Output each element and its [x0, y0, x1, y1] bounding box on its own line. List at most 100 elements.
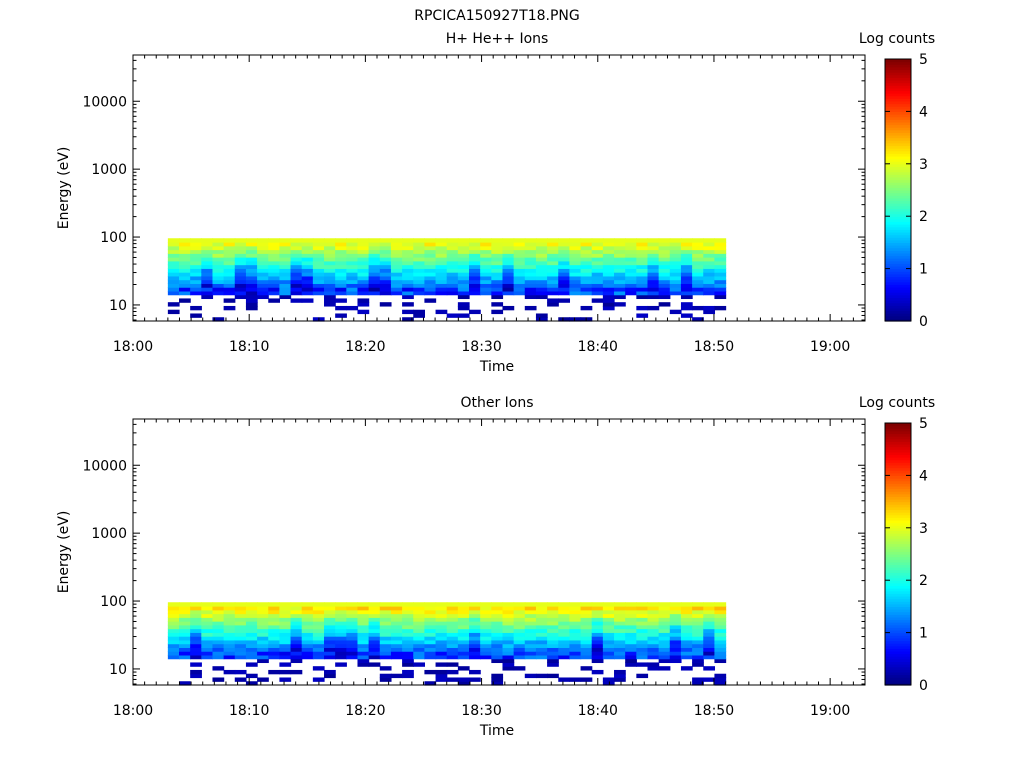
spectrogram-cell [346, 602, 359, 607]
spectrogram-cell [535, 651, 548, 656]
colorbar-segment [885, 538, 911, 542]
spectrogram-cell [569, 602, 582, 607]
spectrogram-cell [257, 617, 269, 622]
spectrogram-cell [201, 654, 214, 660]
colorbar-segment [885, 208, 911, 212]
spectrogram-cell [368, 628, 381, 633]
spectrogram-cell [647, 242, 660, 247]
spectrogram-cell [357, 275, 370, 281]
colorbar-segment [885, 582, 911, 587]
spectrogram-cell [680, 287, 693, 292]
spectrogram-cell [390, 245, 403, 251]
spectrogram-cell [457, 287, 470, 292]
spectrogram-cell [636, 624, 649, 630]
spectrogram-cell [245, 245, 258, 251]
spectrogram-cell [591, 253, 604, 258]
spectrogram-cell [379, 253, 392, 258]
spectrogram-cell [346, 624, 359, 630]
spectrogram-cell [167, 253, 180, 258]
spectrogram-cell [602, 242, 615, 247]
spectrogram-cell [424, 272, 437, 277]
spectrogram-cell [413, 309, 425, 315]
spectrogram-cell [424, 253, 437, 258]
spectrogram-cell [301, 636, 314, 641]
spectrogram-cell [335, 245, 347, 251]
spectrogram-cell [636, 654, 649, 660]
spectrogram-cell [703, 272, 716, 277]
spectrogram-cell [625, 268, 637, 273]
spectrogram-cell [569, 609, 582, 615]
spectrogram-cell [223, 654, 236, 660]
spectrogram-cell [167, 617, 180, 622]
spectrogram-cell [435, 245, 448, 251]
spectrogram-cell [268, 245, 280, 251]
spectrogram-cell [234, 242, 247, 247]
spectrogram-cell [190, 662, 202, 667]
colorbar-segment [885, 509, 911, 513]
spectrogram-cell [491, 260, 504, 266]
spectrogram-cell [480, 283, 492, 288]
y-axis-label: Energy (eV) [56, 511, 72, 594]
spectrogram-cell [390, 257, 403, 262]
spectrogram-cell [346, 636, 359, 641]
colorbar-segment [885, 292, 911, 296]
spectrogram-cell [435, 624, 448, 630]
spectrogram-cell [625, 249, 637, 254]
spectrogram-cell [680, 249, 693, 254]
spectrogram-cell [346, 283, 359, 288]
spectrogram-cell [614, 290, 626, 296]
spectrogram-cell [602, 298, 615, 303]
spectrogram-cell [547, 651, 559, 656]
spectrogram-cell [669, 257, 682, 262]
spectrogram-cell [390, 260, 403, 266]
spectrogram-cell [513, 639, 526, 645]
spectrogram-cell [446, 632, 459, 637]
spectrogram-cell [212, 249, 225, 254]
spectrogram-cell [602, 279, 615, 284]
spectrogram-cell [167, 245, 180, 251]
spectrogram-cell [346, 628, 359, 633]
spectrogram-cell [580, 279, 593, 284]
spectrogram-cell [513, 275, 526, 281]
spectrogram-cell [245, 606, 258, 611]
spectrogram-cell [513, 606, 526, 611]
spectrogram-cell [335, 275, 347, 281]
spectrogram-cell [513, 628, 526, 633]
spectrogram-cell [513, 260, 526, 266]
spectrogram-cell [201, 245, 214, 251]
spectrogram-cell [190, 673, 202, 679]
spectrogram-cell [558, 639, 571, 645]
spectrogram-cell [179, 260, 191, 266]
spectrogram-cell [680, 613, 693, 618]
spectrogram-cell [625, 639, 637, 645]
spectrogram-cell [435, 606, 448, 611]
spectrogram-cell [390, 287, 403, 292]
spectrogram-cell [647, 606, 660, 611]
spectrogram-cell [324, 617, 336, 622]
colorbar-segment [885, 449, 911, 453]
spectrogram-cell [357, 264, 370, 269]
spectrogram-cell [257, 651, 269, 656]
spectrogram-cell [614, 643, 626, 648]
spectrogram-cell [658, 275, 671, 281]
spectrogram-cell [390, 617, 403, 622]
spectrogram-cell [591, 298, 604, 303]
spectrogram-cell [268, 669, 280, 675]
spectrogram-cell [335, 602, 347, 607]
spectrogram-cell [357, 658, 370, 664]
spectrogram-cell [591, 283, 604, 288]
spectrogram-cell [502, 621, 515, 626]
spectrogram-cell [647, 238, 660, 243]
spectrogram-cell [524, 242, 537, 247]
y-tick-label: 100 [100, 594, 127, 610]
colorbar-segment [885, 527, 911, 532]
spectrogram-cell [524, 609, 537, 615]
spectrogram-cell [402, 617, 414, 622]
spectrogram-cell [413, 249, 425, 254]
spectrogram-cell [680, 290, 693, 296]
colorbar-segment [885, 271, 911, 275]
spectrogram-cell [368, 287, 381, 292]
spectrogram-cell [591, 628, 604, 633]
spectrogram-cell [435, 636, 448, 641]
spectrogram-cell [346, 651, 359, 656]
